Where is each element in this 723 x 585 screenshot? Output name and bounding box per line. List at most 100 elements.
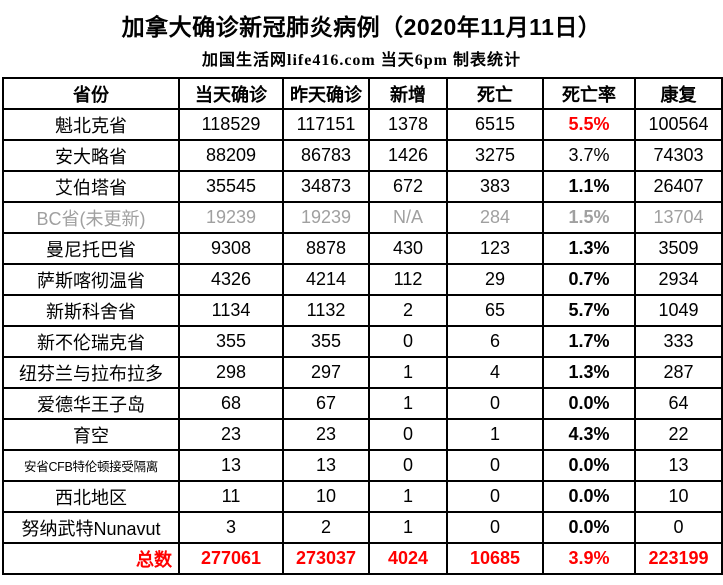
yesterday-cell: 86783 [282,139,370,172]
today-cell: 88209 [178,139,284,172]
today-cell: 118529 [178,108,284,141]
table-row: 安省CFB特伦顿接受隔离 13 13 0 0 0.0% 13 [2,449,723,482]
table-row: 曼尼托巴省 9308 8878 430 123 1.3% 3509 [2,232,723,265]
death-rate-cell: 1.3% [542,232,636,265]
col-header-today: 当天确诊 [178,77,284,110]
today-cell: 11 [178,480,284,513]
recovered-cell: 1049 [634,294,723,327]
yesterday-cell: 355 [282,325,370,358]
new-cell: 430 [368,232,448,265]
recovered-cell: 26407 [634,170,723,203]
province-cell: 纽芬兰与拉布拉多 [2,356,180,389]
province-cell: BC省(未更新) [2,201,180,234]
deaths-cell: 0 [446,449,544,482]
yesterday-cell: 117151 [282,108,370,141]
page-title: 加拿大确诊新冠肺炎病例（2020年11月11日） [121,14,602,40]
death-rate-cell: 5.7% [542,294,636,327]
table-row: 爱德华王子岛 68 67 1 0 0.0% 64 [2,387,723,420]
recovered-cell: 13 [634,449,723,482]
new-cell: 1378 [368,108,448,141]
province-cell: 西北地区 [2,480,180,513]
yesterday-cell: 67 [282,387,370,420]
today-cell: 4326 [178,263,284,296]
province-cell: 艾伯塔省 [2,170,180,203]
today-cell: 23 [178,418,284,451]
recovered-cell: 2934 [634,263,723,296]
deaths-cell: 65 [446,294,544,327]
col-header-province: 省份 [2,77,180,110]
new-cell: 672 [368,170,448,203]
deaths-cell: 3275 [446,139,544,172]
death-rate-cell: 0.0% [542,449,636,482]
new-cell: 0 [368,449,448,482]
recovered-cell: 100564 [634,108,723,141]
death-rate-cell: 4.3% [542,418,636,451]
total-new-cell: 4024 [368,542,448,575]
total-yesterday-cell: 273037 [282,542,370,575]
death-rate-cell: 0.0% [542,480,636,513]
province-cell: 安大略省 [2,139,180,172]
col-header-new: 新增 [368,77,448,110]
death-rate-cell: 0.0% [542,387,636,420]
recovered-cell: 64 [634,387,723,420]
death-rate-cell: 1.1% [542,170,636,203]
today-cell: 19239 [178,201,284,234]
total-deaths-cell: 10685 [446,542,544,575]
deaths-cell: 6 [446,325,544,358]
recovered-cell: 3509 [634,232,723,265]
deaths-cell: 0 [446,387,544,420]
new-cell: 112 [368,263,448,296]
yesterday-cell: 13 [282,449,370,482]
table-row: 安大略省 88209 86783 1426 3275 3.7% 74303 [2,139,723,172]
table-row: 纽芬兰与拉布拉多 298 297 1 4 1.3% 287 [2,356,723,389]
death-rate-cell: 1.7% [542,325,636,358]
recovered-cell: 10 [634,480,723,513]
deaths-cell: 4 [446,356,544,389]
yesterday-cell: 8878 [282,232,370,265]
deaths-cell: 0 [446,480,544,513]
recovered-cell: 22 [634,418,723,451]
recovered-cell: 74303 [634,139,723,172]
covid-table: 省份 当天确诊 昨天确诊 新增 死亡 死亡率 康复 魁北克省 118529 11… [2,77,723,575]
yesterday-cell: 34873 [282,170,370,203]
death-rate-cell: 0.0% [542,511,636,544]
province-cell: 爱德华王子岛 [2,387,180,420]
header-row: 省份 当天确诊 昨天确诊 新增 死亡 死亡率 康复 [2,77,723,110]
col-header-death-rate: 死亡率 [542,77,636,110]
recovered-cell: 0 [634,511,723,544]
today-cell: 13 [178,449,284,482]
yesterday-cell: 1132 [282,294,370,327]
yesterday-cell: 23 [282,418,370,451]
death-rate-cell: 1.5% [542,201,636,234]
deaths-cell: 0 [446,511,544,544]
death-rate-cell: 5.5% [542,108,636,141]
recovered-cell: 13704 [634,201,723,234]
total-today-cell: 277061 [178,542,284,575]
table-row: 魁北克省 118529 117151 1378 6515 5.5% 100564 [2,108,723,141]
new-cell: 2 [368,294,448,327]
today-cell: 1134 [178,294,284,327]
table-row-bc-not-updated: BC省(未更新) 19239 19239 N/A 284 1.5% 13704 [2,201,723,234]
table-row: 努纳武特Nunavut 3 2 1 0 0.0% 0 [2,511,723,544]
province-cell: 新不伦瑞克省 [2,325,180,358]
new-cell: 1426 [368,139,448,172]
page-subtitle: 加国生活网life416.com 当天6pm 制表统计 [202,52,521,69]
recovered-cell: 287 [634,356,723,389]
province-cell: 努纳武特Nunavut [2,511,180,544]
col-header-recovered: 康复 [634,77,723,110]
death-rate-cell: 3.7% [542,139,636,172]
yesterday-cell: 4214 [282,263,370,296]
new-cell: 1 [368,480,448,513]
new-cell: 1 [368,356,448,389]
new-cell: 0 [368,418,448,451]
table-row: 西北地区 11 10 1 0 0.0% 10 [2,480,723,513]
province-cell: 魁北克省 [2,108,180,141]
total-death-rate-cell: 3.9% [542,542,636,575]
today-cell: 3 [178,511,284,544]
province-cell: 安省CFB特伦顿接受隔离 [2,449,180,482]
deaths-cell: 1 [446,418,544,451]
today-cell: 9308 [178,232,284,265]
table-row: 艾伯塔省 35545 34873 672 383 1.1% 26407 [2,170,723,203]
today-cell: 355 [178,325,284,358]
yesterday-cell: 10 [282,480,370,513]
